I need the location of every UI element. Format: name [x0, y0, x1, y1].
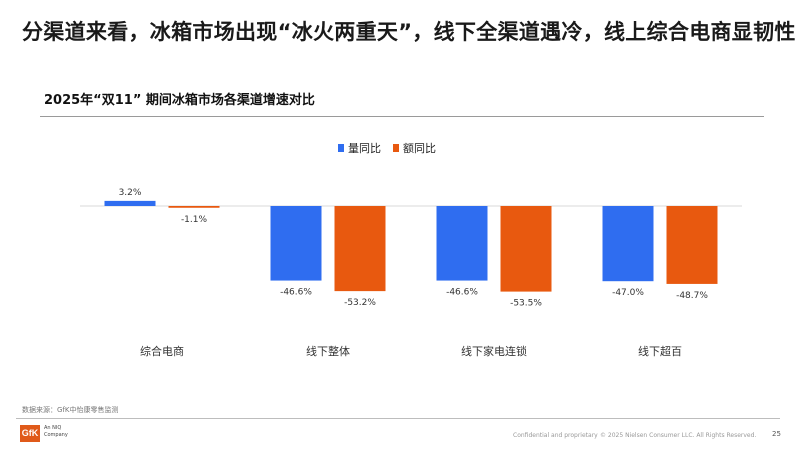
legend-swatch-volume — [338, 144, 344, 152]
copyright-note: © 2025 Nielsen Consumer LLC. All Rights … — [600, 432, 757, 439]
legend-label-volume: 量同比 — [348, 142, 381, 155]
bar-volume-1 — [270, 206, 322, 281]
title-divider — [40, 116, 764, 117]
footer-divider — [16, 418, 780, 419]
legend-item-volume: 量同比 — [338, 140, 381, 156]
data-label-volume-0: 3.2% — [119, 188, 142, 198]
data-label-value-0: -1.1% — [181, 215, 208, 225]
data-label-volume-2: -46.6% — [446, 288, 478, 298]
category-label-3: 线下超百 — [638, 344, 682, 358]
data-source-note: 数据来源：GfK中怡康零售监测 — [22, 406, 119, 414]
legend-item-value: 额同比 — [393, 140, 436, 156]
data-label-volume-3: -47.0% — [612, 288, 644, 298]
page-headline: 分渠道来看，冰箱市场出现“冰火两重天”，线下全渠道遇冷，线上综合电商显韧性 — [22, 20, 796, 44]
category-label-1: 线下整体 — [306, 344, 350, 358]
chart-legend: 量同比 额同比 — [338, 140, 436, 156]
data-label-value-1: -53.2% — [344, 298, 376, 308]
legend-label-value: 额同比 — [403, 142, 436, 155]
category-label-2: 线下家电连锁 — [461, 344, 527, 358]
chart-title: 2025年“双11” 期间冰箱市场各渠道增速对比 — [44, 93, 315, 108]
bar-volume-0 — [104, 200, 156, 206]
bar-volume-3 — [602, 206, 654, 282]
page-number: 25 — [772, 430, 781, 438]
category-label-0: 综合电商 — [140, 344, 184, 358]
bar-value-1 — [334, 206, 386, 292]
gfk-logo: GfK — [20, 425, 40, 442]
bar-value-0 — [168, 206, 220, 208]
logo-tagline: An NIQ Company — [44, 425, 68, 438]
legend-swatch-value — [393, 144, 399, 152]
bar-volume-2 — [436, 206, 488, 281]
confidential-note: Confidential and proprietary — [513, 432, 598, 439]
data-label-value-2: -53.5% — [510, 299, 542, 309]
data-label-volume-1: -46.6% — [280, 288, 312, 298]
bar-value-2 — [500, 206, 552, 292]
data-label-value-3: -48.7% — [676, 291, 708, 301]
bar-value-3 — [666, 206, 718, 284]
